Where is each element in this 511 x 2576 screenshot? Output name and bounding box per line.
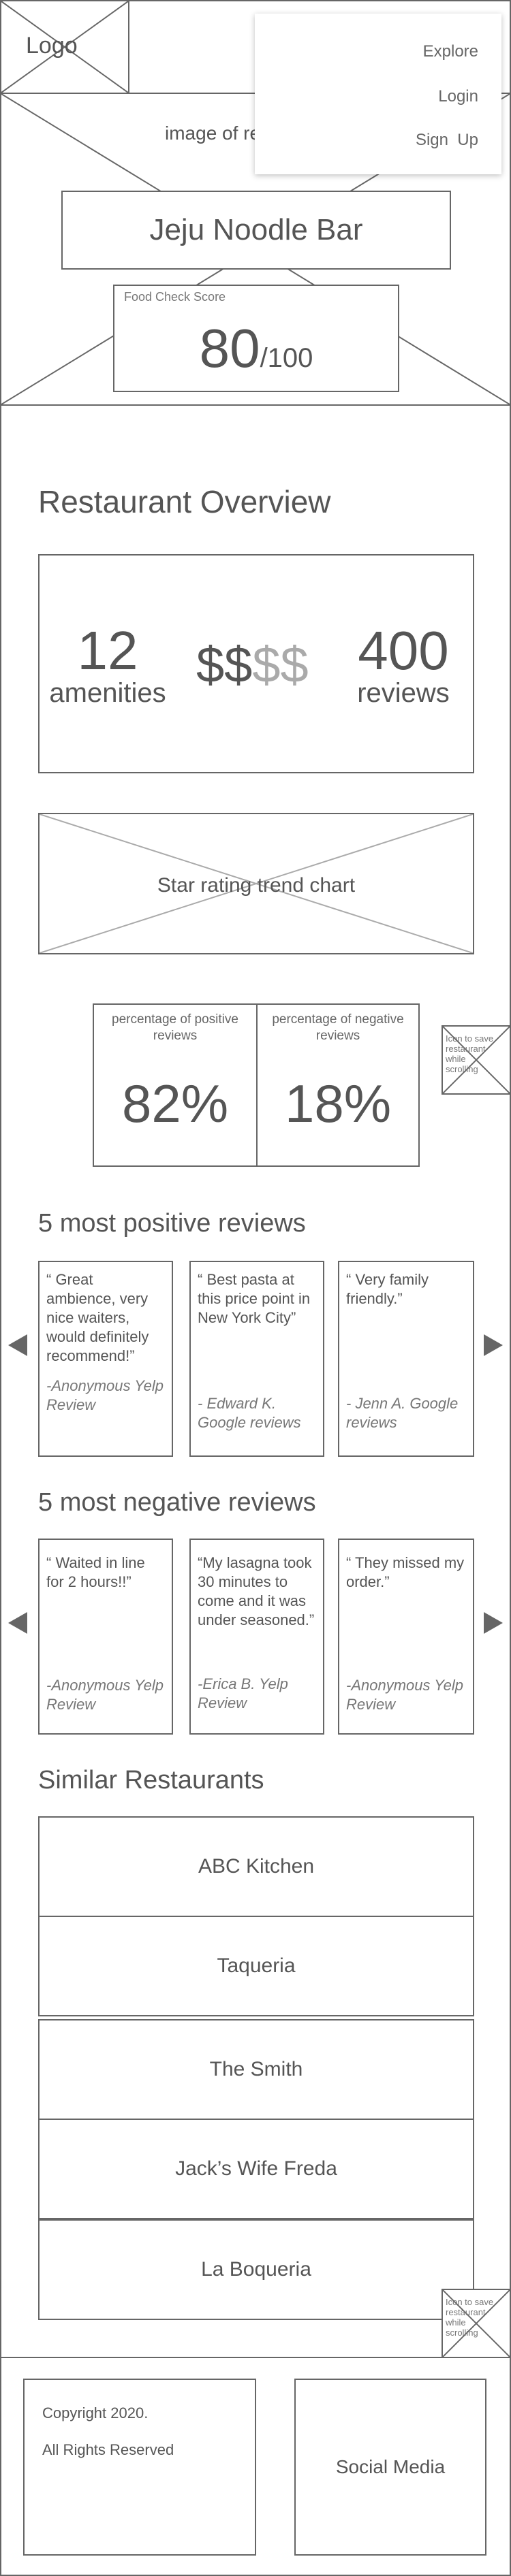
food-check-score: Food Check Score 80/100 [113,285,399,392]
nav-login[interactable]: Login [438,87,478,106]
copyright-line1: Copyright 2020. [42,2404,149,2421]
amenities-label: amenities [49,678,166,708]
score-number: 80 [199,318,260,379]
positive-prev-arrow-icon[interactable] [8,1334,27,1356]
review-text: “ Very family friendly.” [346,1271,429,1307]
similar-restaurant-item[interactable]: La Boqueria [38,2219,474,2320]
nav-explore[interactable]: Explore [422,42,478,61]
save-placeholder-icon [443,1027,510,1093]
amenities-count: 12 [77,620,138,681]
chart-placeholder-icon [40,814,473,953]
review-text: “ Best pasta at this price point in New … [198,1271,311,1326]
save-placeholder-icon [443,2290,510,2357]
logo-placeholder-icon [1,1,128,93]
logo[interactable]: Logo [0,0,129,94]
similar-restaurant-item[interactable]: Taqueria [38,1916,474,2016]
star-rating-trend-chart: Star rating trend chart [38,813,474,954]
copyright-line2: All Rights Reserved [42,2441,174,2458]
nav-menu: Explore Login Sign Up [255,14,501,174]
review-author: -Erica B. Yelp Review [198,1675,288,1711]
price-inactive: $$ [252,637,309,693]
overview-title: Restaurant Overview [38,484,331,519]
negative-review-card: “My lasagna took 30 minutes to come and … [189,1539,324,1735]
review-author: -Anonymous Yelp Review [46,1677,164,1713]
positive-reviews-title: 5 most positive reviews [38,1209,306,1238]
review-author: - Edward K. Google reviews [198,1395,301,1431]
overview-card: 12 amenities $$$$ 400 reviews [38,554,474,773]
positive-percentage-card: percentage of positive reviews 82% [93,1003,258,1167]
footer-divider [0,2357,511,2358]
positive-percentage-label: percentage of positive reviews [112,1012,238,1043]
negative-percentage-card: percentage of negative reviews 18% [256,1003,420,1167]
review-text: “My lasagna took 30 minutes to come and … [198,1554,315,1628]
save-icon-label: Icon to save restaurant while scrolling [446,2297,494,2338]
score-max: /100 [260,343,313,373]
social-media-box[interactable]: Social Media [294,2379,486,2556]
negative-percentage-label: percentage of negative reviews [272,1012,404,1043]
save-restaurant-icon[interactable]: Icon to save restaurant while scrolling [442,2289,511,2358]
negative-percentage-value: 18% [284,1074,392,1133]
negative-prev-arrow-icon[interactable] [8,1612,27,1634]
reviews-label: reviews [357,678,450,708]
positive-review-card: “ Best pasta at this price point in New … [189,1261,324,1457]
restaurant-name: Jeju Noodle Bar [61,191,451,270]
save-restaurant-icon[interactable]: Icon to save restaurant while scrolling [442,1025,511,1095]
positive-review-card: “ Very family friendly.” - Jenn A. Googl… [338,1261,474,1457]
review-author: -Anonymous Yelp Review [346,1677,464,1713]
positive-next-arrow-icon[interactable] [484,1334,503,1356]
reviews-count: 400 [358,620,449,681]
similar-restaurants-title: Similar Restaurants [38,1766,264,1794]
similar-restaurant-item[interactable]: Jack’s Wife Freda [38,2119,474,2219]
save-icon-label: Icon to save restaurant while scrolling [446,1033,494,1074]
negative-reviews-title: 5 most negative reviews [38,1488,316,1517]
logo-text: Logo [26,33,78,59]
review-text: “ Waited in line for 2 hours!!” [46,1554,145,1590]
copyright-box: Copyright 2020. All Rights Reserved [23,2379,256,2556]
price-level: $$$$ [196,636,309,694]
similar-restaurant-item[interactable]: The Smith [38,2019,474,2120]
nav-signup[interactable]: Sign Up [415,131,478,149]
price-active: $$ [196,637,253,693]
trend-chart-label: Star rating trend chart [157,874,356,897]
review-author: -Anonymous Yelp Review [46,1377,164,1413]
review-text: “ Great ambience, very nice waiters, wou… [46,1271,149,1364]
negative-review-card: “ Waited in line for 2 hours!!” -Anonymo… [38,1539,173,1735]
review-author: - Jenn A. Google reviews [346,1395,459,1431]
positive-review-card: “ Great ambience, very nice waiters, wou… [38,1261,173,1457]
review-text: “ They missed my order.” [346,1554,465,1590]
negative-review-card: “ They missed my order.” -Anonymous Yelp… [338,1539,474,1735]
positive-percentage-value: 82% [121,1074,229,1133]
similar-restaurant-item[interactable]: ABC Kitchen [38,1816,474,1917]
negative-next-arrow-icon[interactable] [484,1612,503,1634]
food-check-label: Food Check Score [124,290,226,304]
score-value: 80/100 [114,317,398,380]
